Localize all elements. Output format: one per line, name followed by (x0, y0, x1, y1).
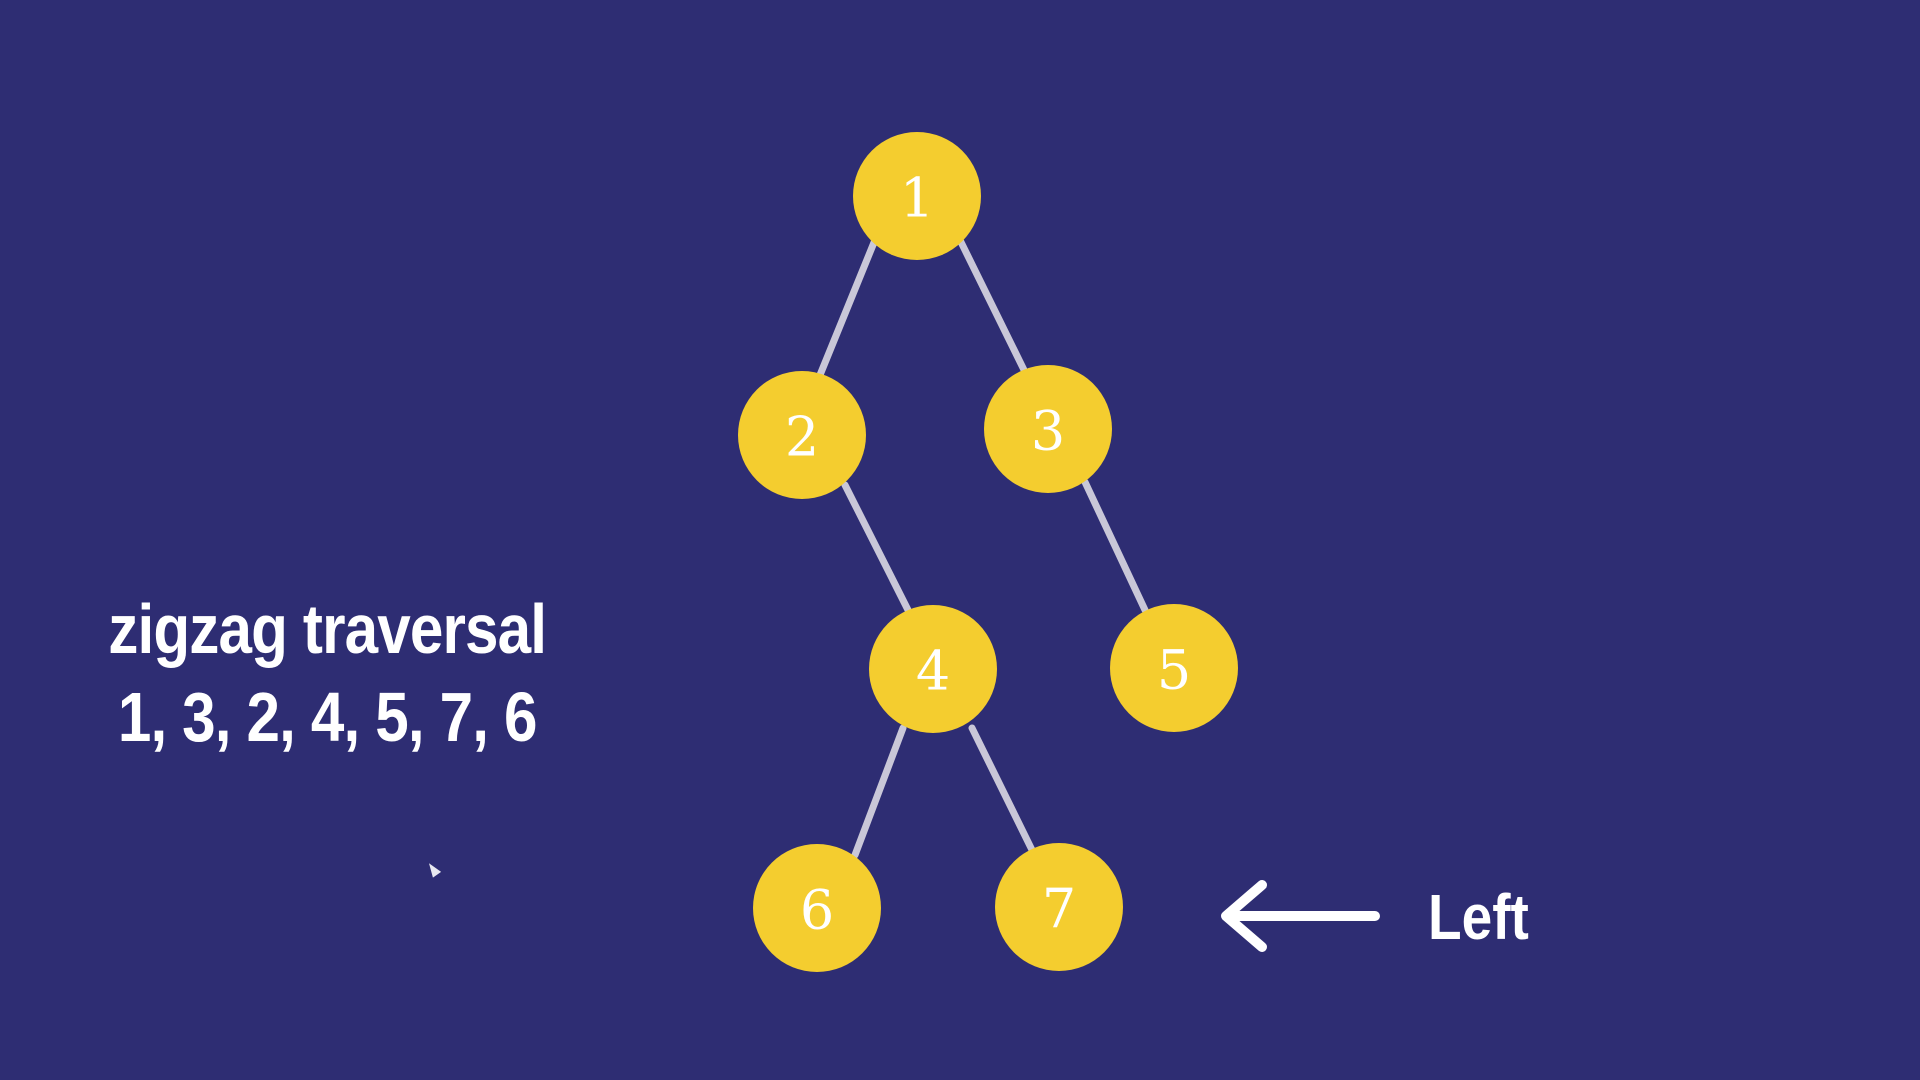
edge-4-6 (851, 724, 907, 859)
tree-node: 4 (869, 605, 997, 733)
node-label: 5 (1157, 639, 1191, 702)
node-label: 2 (785, 406, 819, 469)
arrow-left-icon (1221, 880, 1380, 952)
caption-title: zigzag traversal (108, 590, 547, 668)
node-label: 7 (1042, 878, 1076, 941)
node-label: 4 (916, 640, 950, 703)
tree-node: 6 (753, 844, 881, 972)
edge-1-2 (816, 236, 879, 379)
tree-node: 1 (853, 132, 981, 260)
edge-3-5 (1081, 478, 1149, 614)
edge-4-7 (968, 724, 1037, 856)
traversal-caption: zigzag traversal 1, 3, 2, 4, 5, 7, 6 (95, 585, 559, 761)
edge-1-3 (956, 236, 1029, 376)
node-label: 6 (800, 879, 834, 942)
edge-2-4 (841, 481, 912, 614)
tree-node: 7 (995, 843, 1123, 971)
tree-node: 2 (738, 371, 866, 499)
tree-node: 3 (984, 365, 1112, 493)
direction-label: Left (1428, 881, 1529, 953)
tree-node: 5 (1110, 604, 1238, 732)
node-label: 3 (1031, 400, 1065, 463)
caption-sequence: 1, 3, 2, 4, 5, 7, 6 (117, 678, 538, 756)
node-label: 1 (900, 167, 934, 230)
